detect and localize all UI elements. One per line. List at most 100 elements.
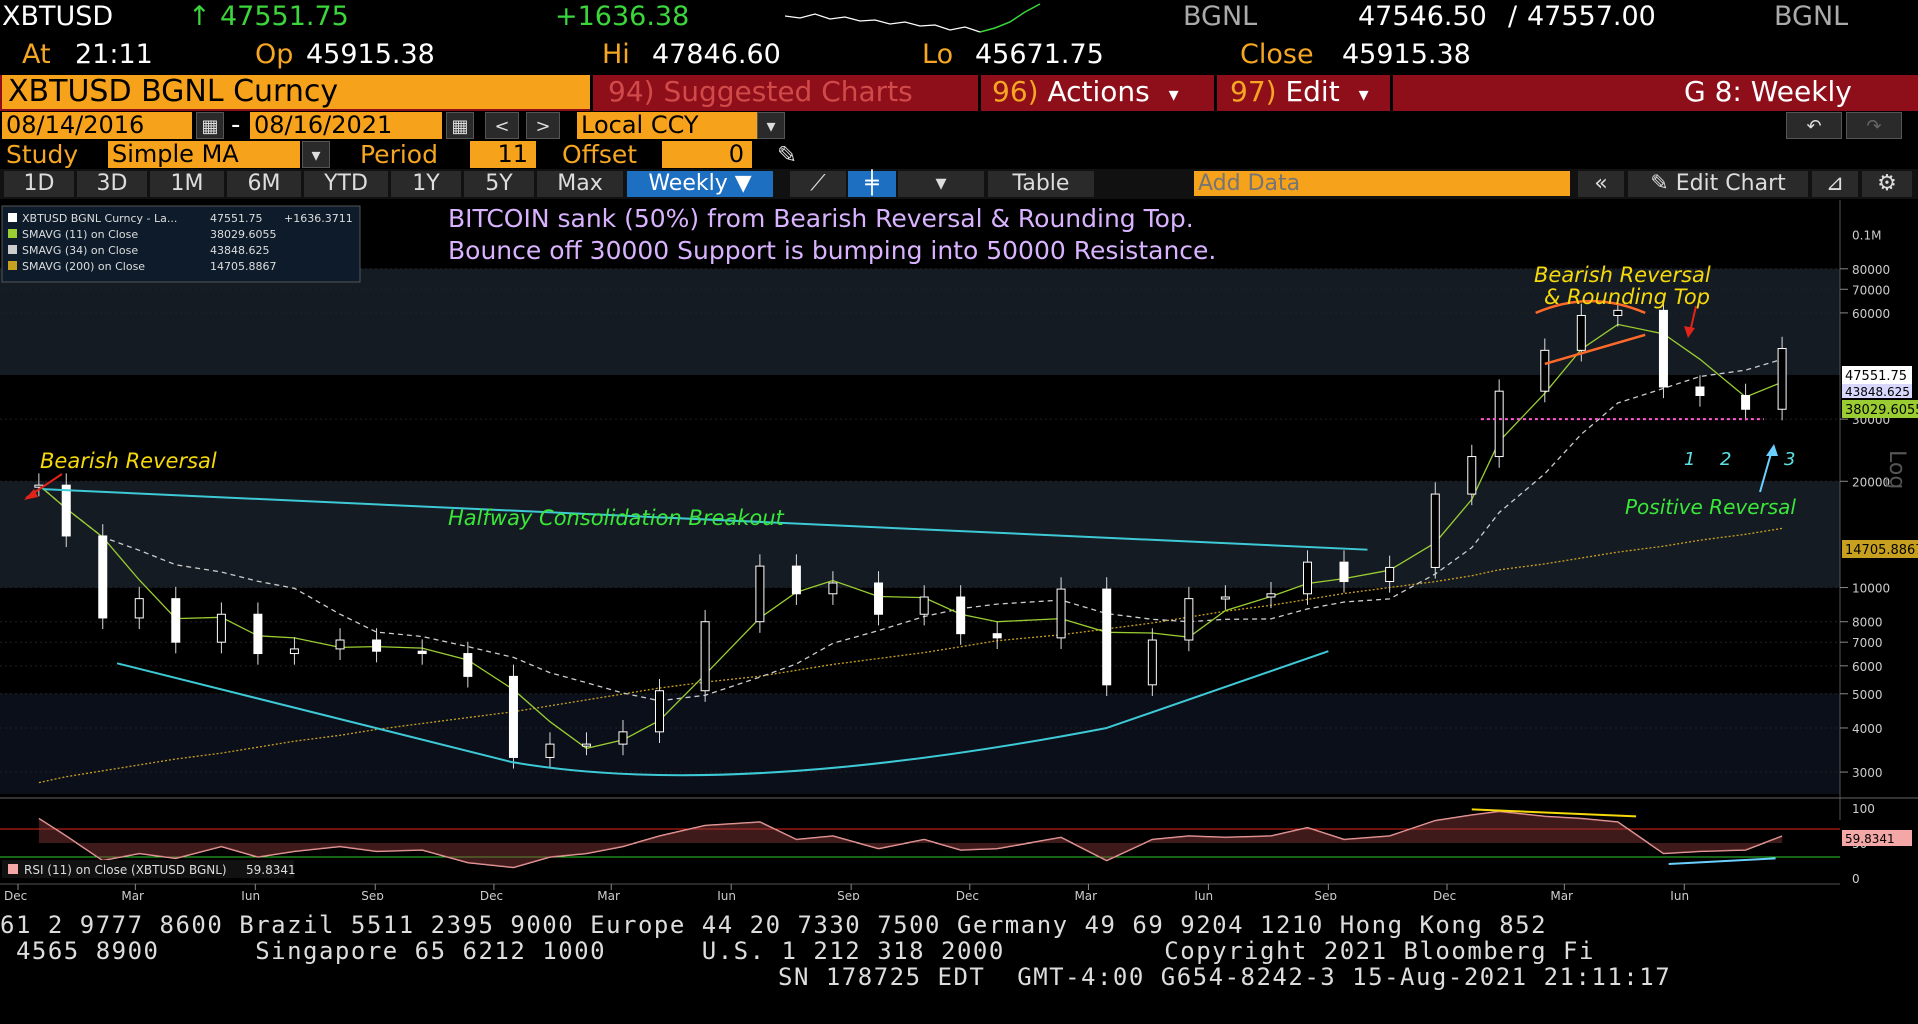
menu-label: Suggested Charts (663, 75, 913, 108)
frequency-select[interactable]: Weekly ▼ (627, 171, 773, 197)
chevron-down-icon[interactable]: ▾ (757, 112, 785, 139)
rsi-tick-label: 100 (1852, 802, 1875, 816)
next-period-button[interactable]: > (526, 112, 560, 139)
table-button[interactable]: Table (988, 171, 1094, 197)
candle-body (1430, 493, 1440, 568)
y-tick-label: 70000 (1852, 283, 1890, 297)
edit-menu[interactable]: 97) Edit ▾ (1230, 75, 1369, 109)
candle-body (1184, 598, 1194, 641)
candle-body (1777, 348, 1787, 410)
x-tick-label: Mar (1550, 889, 1573, 900)
chevron-down-icon[interactable]: ▾ (302, 141, 330, 168)
candle-body (463, 653, 473, 677)
tab-5y[interactable]: 5Y (464, 171, 534, 197)
resistance-trendline (42, 488, 1368, 551)
tab-6m[interactable]: 6M (227, 171, 301, 197)
undo-button[interactable]: ↶ (1786, 112, 1842, 139)
price-series (34, 298, 1787, 769)
annotation-bearish-reversal: Bearish Reversal (40, 449, 217, 473)
headline-line-2: Bounce off 30000 Support is bumping into… (448, 236, 1216, 265)
edit-chart-button[interactable]: ✎ Edit Chart (1628, 171, 1808, 197)
offset-label: Offset (562, 140, 638, 169)
tab-3d[interactable]: 3D (77, 171, 147, 197)
x-tick-label: Dec (480, 889, 503, 900)
y-tick-label: 20000 (1852, 475, 1890, 489)
tab-max[interactable]: Max (537, 171, 623, 197)
date-dash: - (231, 110, 241, 140)
chart-edit-icon[interactable]: ⊿ (1812, 171, 1858, 197)
y-tick-label: 3000 (1852, 766, 1883, 780)
y-tick-label: 60000 (1852, 307, 1890, 321)
legend-entries: XBTUSD BGNL Curncy - La... 47551.75 +1636.… (8, 212, 353, 273)
high-label: Hi (602, 39, 630, 70)
pencil-icon[interactable]: ✎ (777, 141, 798, 169)
chart-legend (1, 205, 361, 283)
legend-value: 14705.8867 (210, 260, 276, 273)
rsi-line (38, 810, 1783, 869)
period-input[interactable]: 11 (470, 141, 536, 168)
study-select[interactable]: Simple MA (108, 141, 300, 168)
collapse-icon[interactable]: « (1578, 171, 1624, 197)
legend-label: SMAVG (11) on Close (22, 228, 138, 241)
annotation-2: 2 (1720, 449, 1731, 470)
chevron-down-icon[interactable]: ▾ (898, 171, 984, 197)
tab-1m[interactable]: 1M (150, 171, 224, 197)
currency-select[interactable]: Local CCY (577, 112, 757, 139)
gear-icon[interactable]: ⚙ (1862, 171, 1912, 197)
redo-button[interactable]: ↷ (1846, 112, 1902, 139)
bid-ask-slash: / (1508, 1, 1518, 32)
log-axis-title: Log (1884, 450, 1909, 489)
calendar-icon[interactable]: ▦ (196, 112, 224, 139)
security-name[interactable]: XBTUSD BGNL Curncy (2, 75, 590, 109)
gridlines (0, 268, 1840, 773)
chart-id: G 8: Weekly (1684, 75, 1852, 108)
candlestick-icon[interactable]: ╪ (848, 171, 896, 197)
rsi-tick-label: 0 (1852, 872, 1860, 886)
annotation-halfway: Halfway Consolidation Breakout (448, 506, 785, 530)
annotation-3: 3 (1784, 449, 1795, 470)
last-price: 47551.75 (220, 1, 349, 32)
end-date-field[interactable]: 08/16/2021 (250, 112, 442, 139)
offset-input[interactable]: 0 (662, 141, 752, 168)
tab-1d[interactable]: 1D (4, 171, 74, 197)
rsi-divergence-line (1471, 808, 1637, 818)
headline-line-1: BITCOIN sank (50%) from Bearish Reversal… (448, 204, 1194, 233)
legend-label: SMAVG (34) on Close (22, 244, 138, 257)
x-tick-label: Dec (4, 889, 27, 900)
footer-line-1: 61 2 9777 8600 Brazil 5511 2395 9000 Eur… (0, 911, 1548, 939)
x-tick-label: Sep (1314, 889, 1337, 900)
menu-label: Edit (1285, 75, 1340, 108)
sma-34 (38, 358, 1783, 702)
annotation-rounding-top-2: & Rounding Top (1544, 285, 1710, 309)
y-tick-label: 6000 (1852, 660, 1883, 674)
menu-number: 94) (608, 75, 655, 108)
rsi-tag: 59.8341 (1845, 832, 1895, 846)
rsi-trend-line (1668, 857, 1776, 865)
add-data-input[interactable] (1194, 171, 1570, 196)
tab-ytd[interactable]: YTD (304, 171, 388, 197)
x-tick-label: Jun (1193, 889, 1213, 900)
annotation-positive-reversal: Positive Reversal (1625, 495, 1796, 519)
start-date-field[interactable]: 08/14/2016 (2, 112, 192, 139)
x-axis: Dec Mar Jun Sep Dec Mar Jun Sep Dec Mar Jun Sep Dec M… (0, 883, 1840, 900)
arrow-head-icon (1684, 326, 1695, 338)
price-tag-sma11: 38029.6055 (1845, 403, 1918, 418)
x-tick-label: Jun (1669, 889, 1689, 900)
candle-body (618, 731, 628, 745)
actions-menu[interactable]: 96) Actions ▾ (992, 75, 1212, 109)
legend-label: XBTUSD BGNL Curncy - La... (22, 212, 177, 225)
suggested-charts-menu[interactable]: 94) Suggested Charts (608, 75, 913, 109)
tab-1y[interactable]: 1Y (391, 171, 461, 197)
prev-period-button[interactable]: < (485, 112, 519, 139)
menu-number: 97) (1230, 75, 1277, 108)
candle-body (791, 565, 801, 595)
y-tick-label: 5000 (1852, 688, 1883, 702)
line-chart-icon[interactable]: ⟋ (790, 171, 846, 197)
annotation-1: 1 (1684, 449, 1695, 470)
source-label-2: BGNL (1774, 1, 1849, 32)
candle-body (1339, 561, 1349, 583)
legend-swatch (8, 229, 17, 238)
chevron-down-icon: ▾ (1168, 82, 1179, 106)
candle-body (1102, 588, 1112, 686)
calendar-icon[interactable]: ▦ (446, 112, 474, 139)
